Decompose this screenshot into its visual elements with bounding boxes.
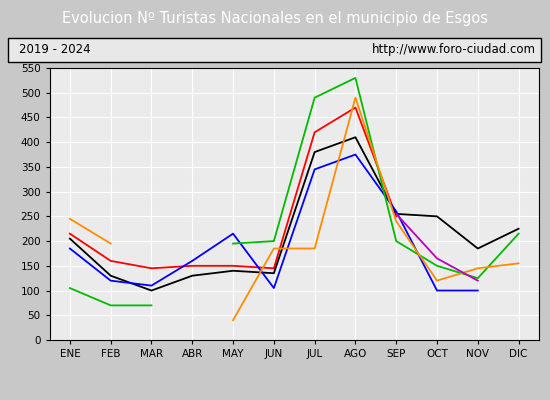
Text: Evolucion Nº Turistas Nacionales en el municipio de Esgos: Evolucion Nº Turistas Nacionales en el m… bbox=[62, 10, 488, 26]
FancyBboxPatch shape bbox=[8, 38, 541, 62]
Text: 2019 - 2024: 2019 - 2024 bbox=[19, 44, 91, 56]
Text: http://www.foro-ciudad.com: http://www.foro-ciudad.com bbox=[372, 44, 536, 56]
